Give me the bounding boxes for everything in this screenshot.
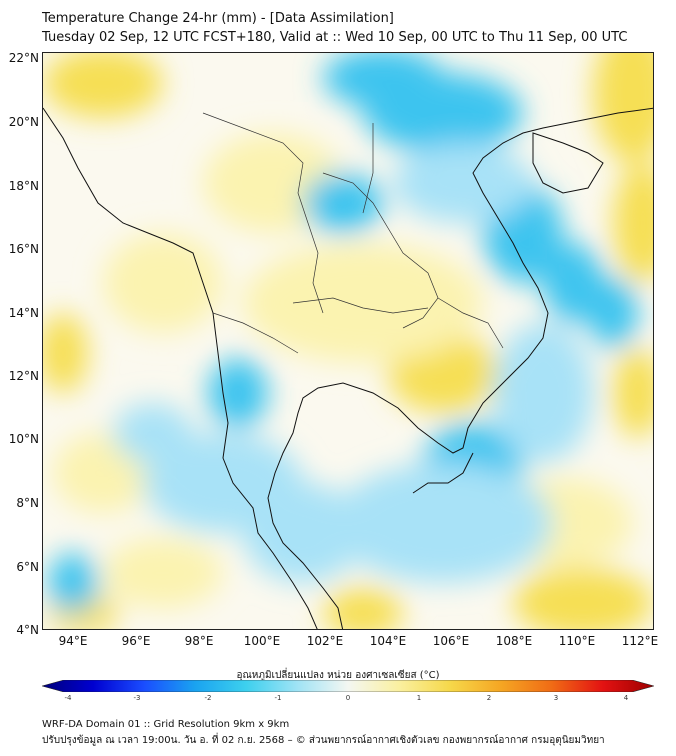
map-canvas xyxy=(43,53,653,629)
lon-label: 98°E xyxy=(184,634,214,648)
colorbar-tick: -4 xyxy=(64,694,72,702)
lat-label: 16°N xyxy=(8,242,39,256)
lon-label: 96°E xyxy=(121,634,151,648)
lat-label: 18°N xyxy=(8,179,39,193)
lon-label: 106°E xyxy=(432,634,470,648)
country-borders xyxy=(202,112,504,354)
temperature-change-map xyxy=(42,52,654,630)
lat-label: 4°N xyxy=(16,623,39,637)
coastline xyxy=(43,107,653,629)
colorbar xyxy=(42,680,654,692)
colorbar-tick: -1 xyxy=(274,694,282,702)
colorbar-tick: 3 xyxy=(553,694,559,702)
chart-subtitle: Tuesday 02 Sep, 12 UTC FCST+180, Valid a… xyxy=(42,30,628,45)
lat-label: 12°N xyxy=(8,369,39,383)
lat-label: 8°N xyxy=(16,496,39,510)
lon-label: 100°E xyxy=(243,634,281,648)
colorbar-tick: 2 xyxy=(486,694,492,702)
footer-model-info: WRF-DA Domain 01 :: Grid Resolution 9km … xyxy=(42,719,290,730)
lat-label: 14°N xyxy=(8,306,39,320)
colorbar-tick: 4 xyxy=(623,694,629,702)
footer-credit: ปรับปรุงข้อมูล ณ เวลา 19:00น. วัน อ. ที่… xyxy=(42,735,605,746)
lat-label: 6°N xyxy=(16,560,39,574)
colorbar-tick: -3 xyxy=(133,694,141,702)
colorbar-gradient xyxy=(42,680,654,692)
lon-label: 94°E xyxy=(58,634,88,648)
lon-label: 108°E xyxy=(495,634,533,648)
temperature-field xyxy=(43,53,653,629)
lat-label: 22°N xyxy=(8,51,39,65)
lon-label: 110°E xyxy=(558,634,596,648)
colorbar-tick: -2 xyxy=(204,694,212,702)
lon-label: 112°E xyxy=(621,634,659,648)
colorbar-tick: 1 xyxy=(416,694,422,702)
colorbar-title: อุณหภูมิเปลี่ยนแปลง หน่วย องศาเซลเซียส (… xyxy=(236,670,440,681)
lat-label: 10°N xyxy=(8,432,39,446)
chart-title: Temperature Change 24-hr (mm) - [Data As… xyxy=(42,11,394,26)
lon-label: 104°E xyxy=(369,634,407,648)
colorbar-tick: 0 xyxy=(345,694,351,702)
lat-label: 20°N xyxy=(8,115,39,129)
lon-label: 102°E xyxy=(306,634,344,648)
